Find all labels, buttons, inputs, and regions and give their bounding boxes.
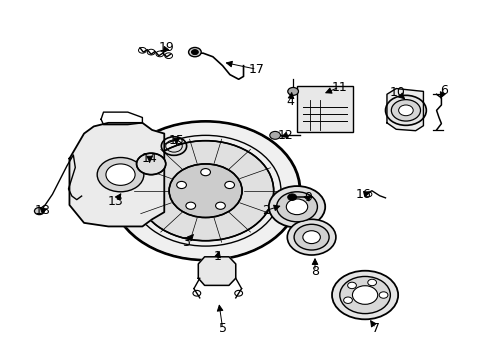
Circle shape: [331, 271, 397, 319]
Circle shape: [343, 297, 352, 303]
Text: 14: 14: [142, 152, 157, 165]
Text: 3: 3: [182, 236, 190, 249]
Text: 6: 6: [439, 84, 447, 97]
Circle shape: [352, 286, 377, 304]
Circle shape: [398, 105, 412, 116]
Circle shape: [111, 121, 300, 260]
Circle shape: [136, 153, 165, 175]
Text: 12: 12: [277, 129, 293, 142]
Polygon shape: [198, 257, 235, 285]
Circle shape: [215, 202, 225, 209]
Text: 2: 2: [262, 204, 270, 217]
Circle shape: [287, 87, 298, 95]
Text: 1: 1: [213, 250, 221, 263]
Text: 19: 19: [159, 41, 174, 54]
Circle shape: [276, 192, 317, 222]
Text: 9: 9: [303, 192, 311, 204]
Circle shape: [97, 157, 143, 192]
Circle shape: [137, 141, 273, 241]
Circle shape: [201, 168, 210, 176]
Text: 4: 4: [286, 95, 294, 108]
Text: 13: 13: [107, 195, 123, 208]
Circle shape: [339, 276, 389, 314]
Text: 18: 18: [35, 204, 51, 217]
Circle shape: [106, 164, 135, 185]
Text: 7: 7: [371, 322, 379, 335]
Bar: [296, 86, 352, 132]
Circle shape: [224, 181, 234, 189]
Circle shape: [378, 292, 387, 298]
Circle shape: [185, 202, 195, 209]
Circle shape: [302, 231, 320, 244]
Text: 15: 15: [168, 134, 184, 147]
Polygon shape: [69, 123, 164, 226]
Text: 8: 8: [310, 265, 318, 278]
Circle shape: [287, 219, 335, 255]
Circle shape: [191, 50, 198, 55]
Circle shape: [287, 194, 296, 201]
Circle shape: [390, 100, 420, 121]
Text: 10: 10: [389, 86, 405, 99]
Circle shape: [286, 199, 307, 215]
Circle shape: [347, 282, 356, 289]
Circle shape: [34, 207, 44, 215]
Circle shape: [269, 131, 280, 139]
Circle shape: [268, 186, 325, 228]
Circle shape: [367, 279, 376, 286]
Circle shape: [188, 48, 201, 57]
Text: 17: 17: [248, 63, 264, 76]
Circle shape: [169, 164, 242, 217]
Text: 5: 5: [218, 322, 226, 335]
Text: 11: 11: [331, 81, 346, 94]
Polygon shape: [386, 89, 423, 131]
Circle shape: [385, 95, 426, 125]
Text: 16: 16: [355, 188, 371, 201]
Circle shape: [293, 224, 328, 250]
Circle shape: [176, 181, 186, 189]
